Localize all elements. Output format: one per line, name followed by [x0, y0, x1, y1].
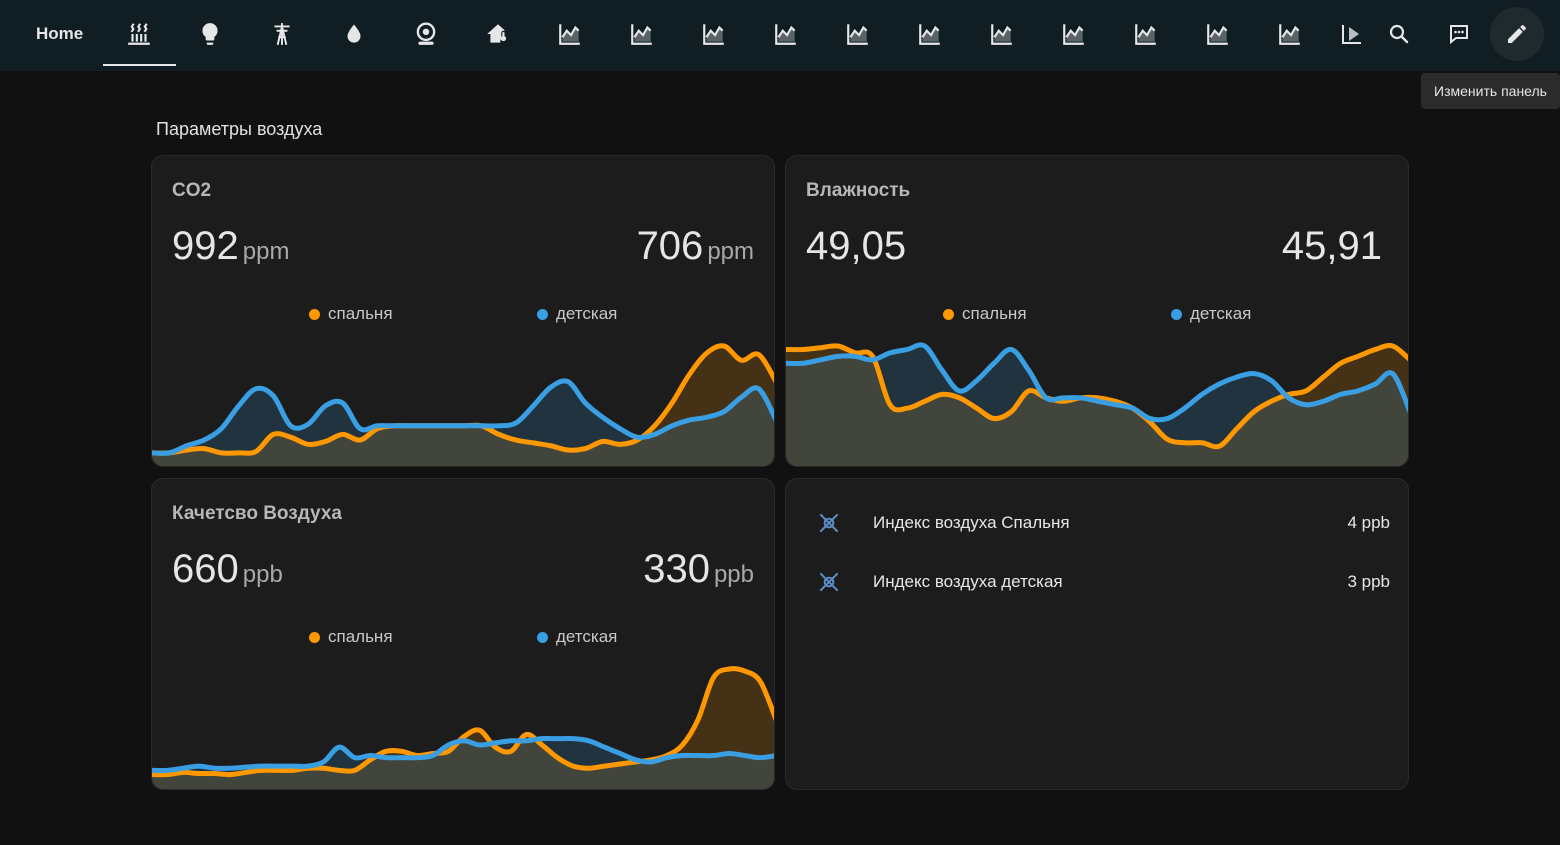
home-thermometer-icon: [487, 24, 507, 43]
search-icon: [1389, 24, 1409, 44]
legend-kids-room[interactable]: детская: [537, 304, 617, 324]
lightbulb-icon: [202, 23, 218, 45]
air-filter-icon: [816, 510, 842, 536]
tab-chart-10[interactable]: [1200, 18, 1236, 50]
chart-areaspline-icon: [1207, 24, 1228, 45]
legend-bedroom[interactable]: спальня: [309, 627, 393, 647]
tab-vacuum[interactable]: [408, 18, 444, 50]
chart-areaspline-icon: [1135, 24, 1156, 45]
card-title: Влажность: [806, 180, 911, 201]
dashboard-title: Home: [36, 24, 84, 43]
value-kids-room: 706 ppm: [636, 224, 754, 268]
tab-chart-2[interactable]: [624, 18, 660, 50]
legend-bedroom[interactable]: спальня: [309, 304, 393, 324]
robot-vacuum-icon: [416, 22, 436, 45]
chart-areaspline-icon: [1063, 24, 1084, 45]
chart-areaspline-icon: [775, 24, 796, 45]
card-air-quality[interactable]: Качетсво Воздуха 660 ppb 330 ppb спальня д…: [151, 478, 775, 790]
entity-row-kids-index[interactable]: Индекс воздуха детская 3 ppb: [816, 567, 1390, 597]
series-line-kids-room: [786, 342, 1408, 423]
value-bedroom: 660 ppb: [172, 547, 283, 591]
value-kids-room: 45,91: [1281, 224, 1382, 268]
chart-areaspline-icon: [847, 24, 868, 45]
chart-areaspline-icon: [991, 24, 1012, 45]
value-bedroom: 992 ppm: [172, 224, 290, 268]
chart-areaspline-icon: [631, 24, 652, 45]
value-kids-room: 330 ppb: [643, 547, 754, 591]
section-title: Параметры воздуха: [156, 119, 323, 139]
tab-water[interactable]: [336, 18, 372, 50]
card-co2[interactable]: CO2 992 ppm 706 ppm спальня детская: [151, 155, 775, 467]
tab-chart-9[interactable]: [1128, 18, 1164, 50]
series-line-kids-room: [152, 736, 774, 773]
tab-climate[interactable]: [480, 18, 516, 50]
transmission-tower-icon: [274, 23, 290, 46]
value-bedroom: 49,05: [806, 224, 907, 268]
air-filter-icon: [816, 569, 842, 595]
chevron-right-icon: [1342, 25, 1361, 44]
series-area-bedroom: [152, 668, 774, 789]
card-air-index: Индекс воздуха Спальня 4 ppb Индекс возд…: [785, 478, 1409, 790]
pencil-icon: [1508, 24, 1527, 43]
tab-scroll-right[interactable]: [1340, 18, 1364, 50]
chart-areaspline-icon: [703, 24, 724, 45]
humidity-graph: [786, 342, 1408, 466]
edit-dashboard-tooltip: Изменить панель: [1421, 73, 1560, 109]
tab-chart-11[interactable]: [1272, 18, 1308, 50]
active-tab-indicator: [103, 64, 176, 66]
assist-icon: [1450, 25, 1468, 45]
legend-kids-room[interactable]: детская: [1171, 304, 1251, 324]
series-area-bedroom: [786, 345, 1408, 466]
series-line-bedroom: [786, 343, 1408, 450]
tab-chart-6[interactable]: [912, 18, 948, 50]
tab-lights[interactable]: [192, 18, 228, 50]
card-title: Качетсво Воздуха: [172, 503, 342, 524]
assist-button[interactable]: [1440, 15, 1478, 53]
radiator-icon: [128, 23, 150, 45]
top-app-bar: Home: [0, 0, 1560, 71]
chart-areaspline-icon: [1279, 24, 1300, 45]
series-line-kids-room: [152, 378, 774, 456]
edit-dashboard-button[interactable]: [1490, 7, 1544, 61]
tab-chart-4[interactable]: [768, 18, 804, 50]
tab-chart-3[interactable]: [696, 18, 732, 50]
air-quality-graph: [152, 666, 774, 789]
card-humidity[interactable]: Влажность 49,05 45,91 спальня детская: [785, 155, 1409, 467]
legend-bedroom[interactable]: спальня: [943, 304, 1027, 324]
chart-areaspline-icon: [919, 24, 940, 45]
co2-graph: [152, 343, 774, 466]
water-drop-icon: [347, 24, 361, 43]
tab-chart-5[interactable]: [840, 18, 876, 50]
search-button[interactable]: [1380, 15, 1418, 53]
series-line-bedroom: [152, 666, 774, 778]
tab-chart-8[interactable]: [1056, 18, 1092, 50]
legend-kids-room[interactable]: детская: [537, 627, 617, 647]
series-area-bedroom: [152, 345, 774, 466]
card-title: CO2: [172, 180, 212, 201]
tab-energy[interactable]: [264, 18, 300, 50]
tab-chart-1[interactable]: [552, 18, 588, 50]
tab-radiator[interactable]: [121, 18, 157, 50]
series-area-kids-room: [152, 738, 774, 789]
chart-areaspline-icon: [559, 24, 580, 45]
tab-chart-7[interactable]: [984, 18, 1020, 50]
entity-row-bedroom-index[interactable]: Индекс воздуха Спальня 4 ppb: [816, 508, 1390, 538]
